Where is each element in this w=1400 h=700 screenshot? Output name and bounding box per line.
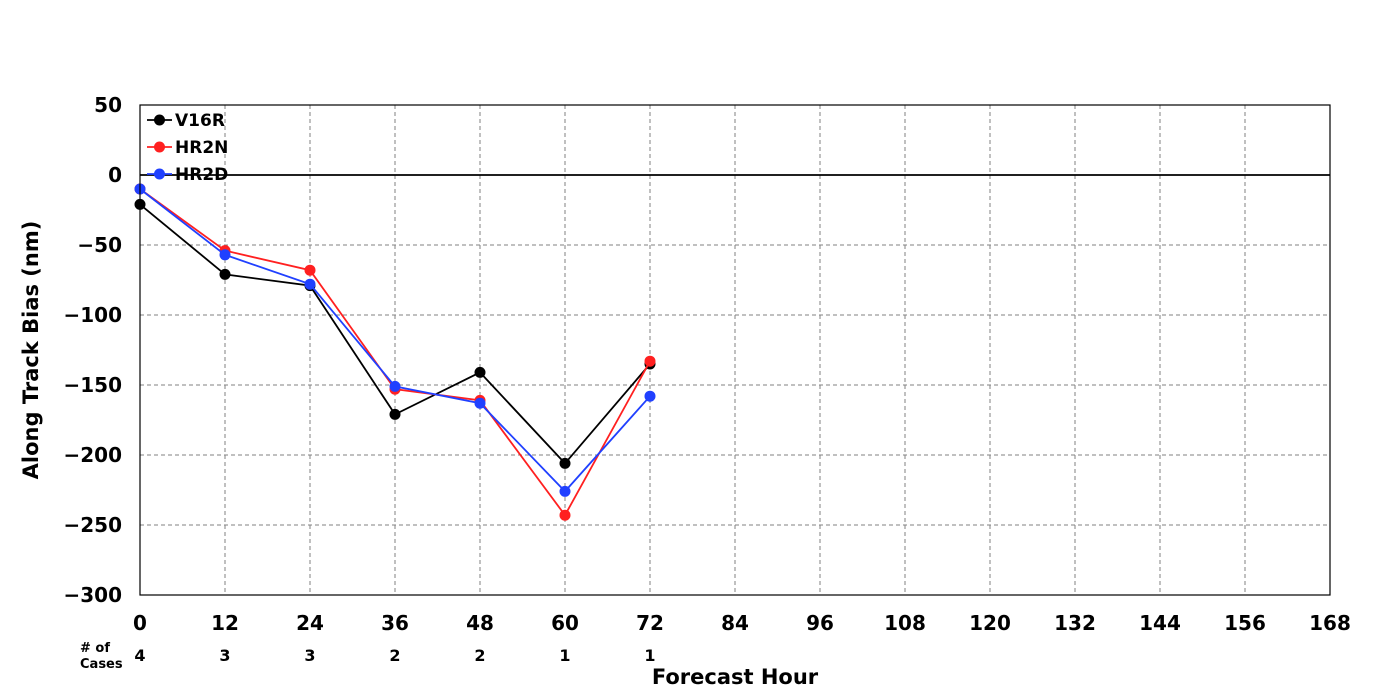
y-tick-label: −50 (77, 233, 122, 257)
data-point-v16r (474, 366, 486, 378)
x-tick-label: 132 (1054, 611, 1096, 635)
x-tick-label: 108 (884, 611, 926, 635)
data-point-hr2n (559, 509, 571, 521)
x-tick-label: 84 (721, 611, 749, 635)
x-tick-label: 48 (466, 611, 494, 635)
x-tick-label: 12 (211, 611, 239, 635)
legend-label-hr2n: HR2N (175, 138, 228, 158)
y-tick-label: 0 (108, 163, 122, 187)
data-point-hr2d (559, 485, 571, 497)
case-count: 3 (219, 646, 230, 665)
x-tick-label: 156 (1224, 611, 1266, 635)
x-tick-label: 60 (551, 611, 579, 635)
legend-label-v16r: V16R (175, 111, 225, 131)
case-count: 3 (304, 646, 315, 665)
x-tick-label: 168 (1309, 611, 1351, 635)
data-point-hr2d (389, 380, 401, 392)
data-point-v16r (219, 268, 231, 280)
y-tick-label: −250 (63, 513, 122, 537)
plot-frame (139, 104, 1331, 596)
data-point-hr2n (644, 355, 656, 367)
data-point-hr2n (304, 264, 316, 276)
x-tick-label: 72 (636, 611, 664, 635)
legend-marker-hr2n (154, 141, 165, 153)
case-count: 4 (134, 646, 145, 665)
cases-label-line1: # of (80, 641, 110, 656)
x-tick-label: 24 (296, 611, 324, 635)
data-point-v16r (559, 457, 571, 469)
x-tick-label: 36 (381, 611, 409, 635)
x-tick-label: 96 (806, 611, 834, 635)
tick-labels: 0 12 24 36 48 60 72 84 96 108 120 132 144 156 168 50 0 −5… (63, 93, 1350, 635)
grid-layer (140, 105, 1330, 595)
y-axis-title: Along Track Bias (nm) (19, 221, 43, 480)
data-point-hr2d (304, 278, 316, 290)
cases-label-line2: Cases (80, 657, 123, 672)
y-tick-label: −150 (63, 373, 122, 397)
legend: V16R HR2N HR2D (147, 111, 228, 185)
x-tick-label: 0 (133, 611, 147, 635)
series-layer (134, 183, 656, 521)
case-count: 1 (644, 646, 655, 665)
case-count: 1 (559, 646, 570, 665)
data-point-hr2d (644, 390, 656, 402)
y-tick-label: −100 (63, 303, 122, 327)
case-count: 2 (389, 646, 400, 665)
data-point-hr2d (474, 397, 486, 409)
legend-marker-v16r (154, 114, 165, 126)
cases-row: # of Cases 4 3 3 2 2 1 1 (80, 641, 656, 672)
y-tick-label: −200 (63, 443, 122, 467)
x-axis-title: Forecast Hour (652, 665, 819, 689)
case-count: 2 (474, 646, 485, 665)
legend-label-hr2d: HR2D (175, 165, 228, 185)
x-tick-label: 120 (969, 611, 1011, 635)
data-point-v16r (389, 408, 401, 420)
legend-marker-hr2d (154, 168, 165, 180)
y-tick-label: 50 (94, 93, 122, 117)
series-line-v16r (139, 203, 651, 465)
x-tick-label: 144 (1139, 611, 1181, 635)
y-tick-label: −300 (63, 583, 122, 607)
data-point-hr2d (219, 249, 231, 261)
